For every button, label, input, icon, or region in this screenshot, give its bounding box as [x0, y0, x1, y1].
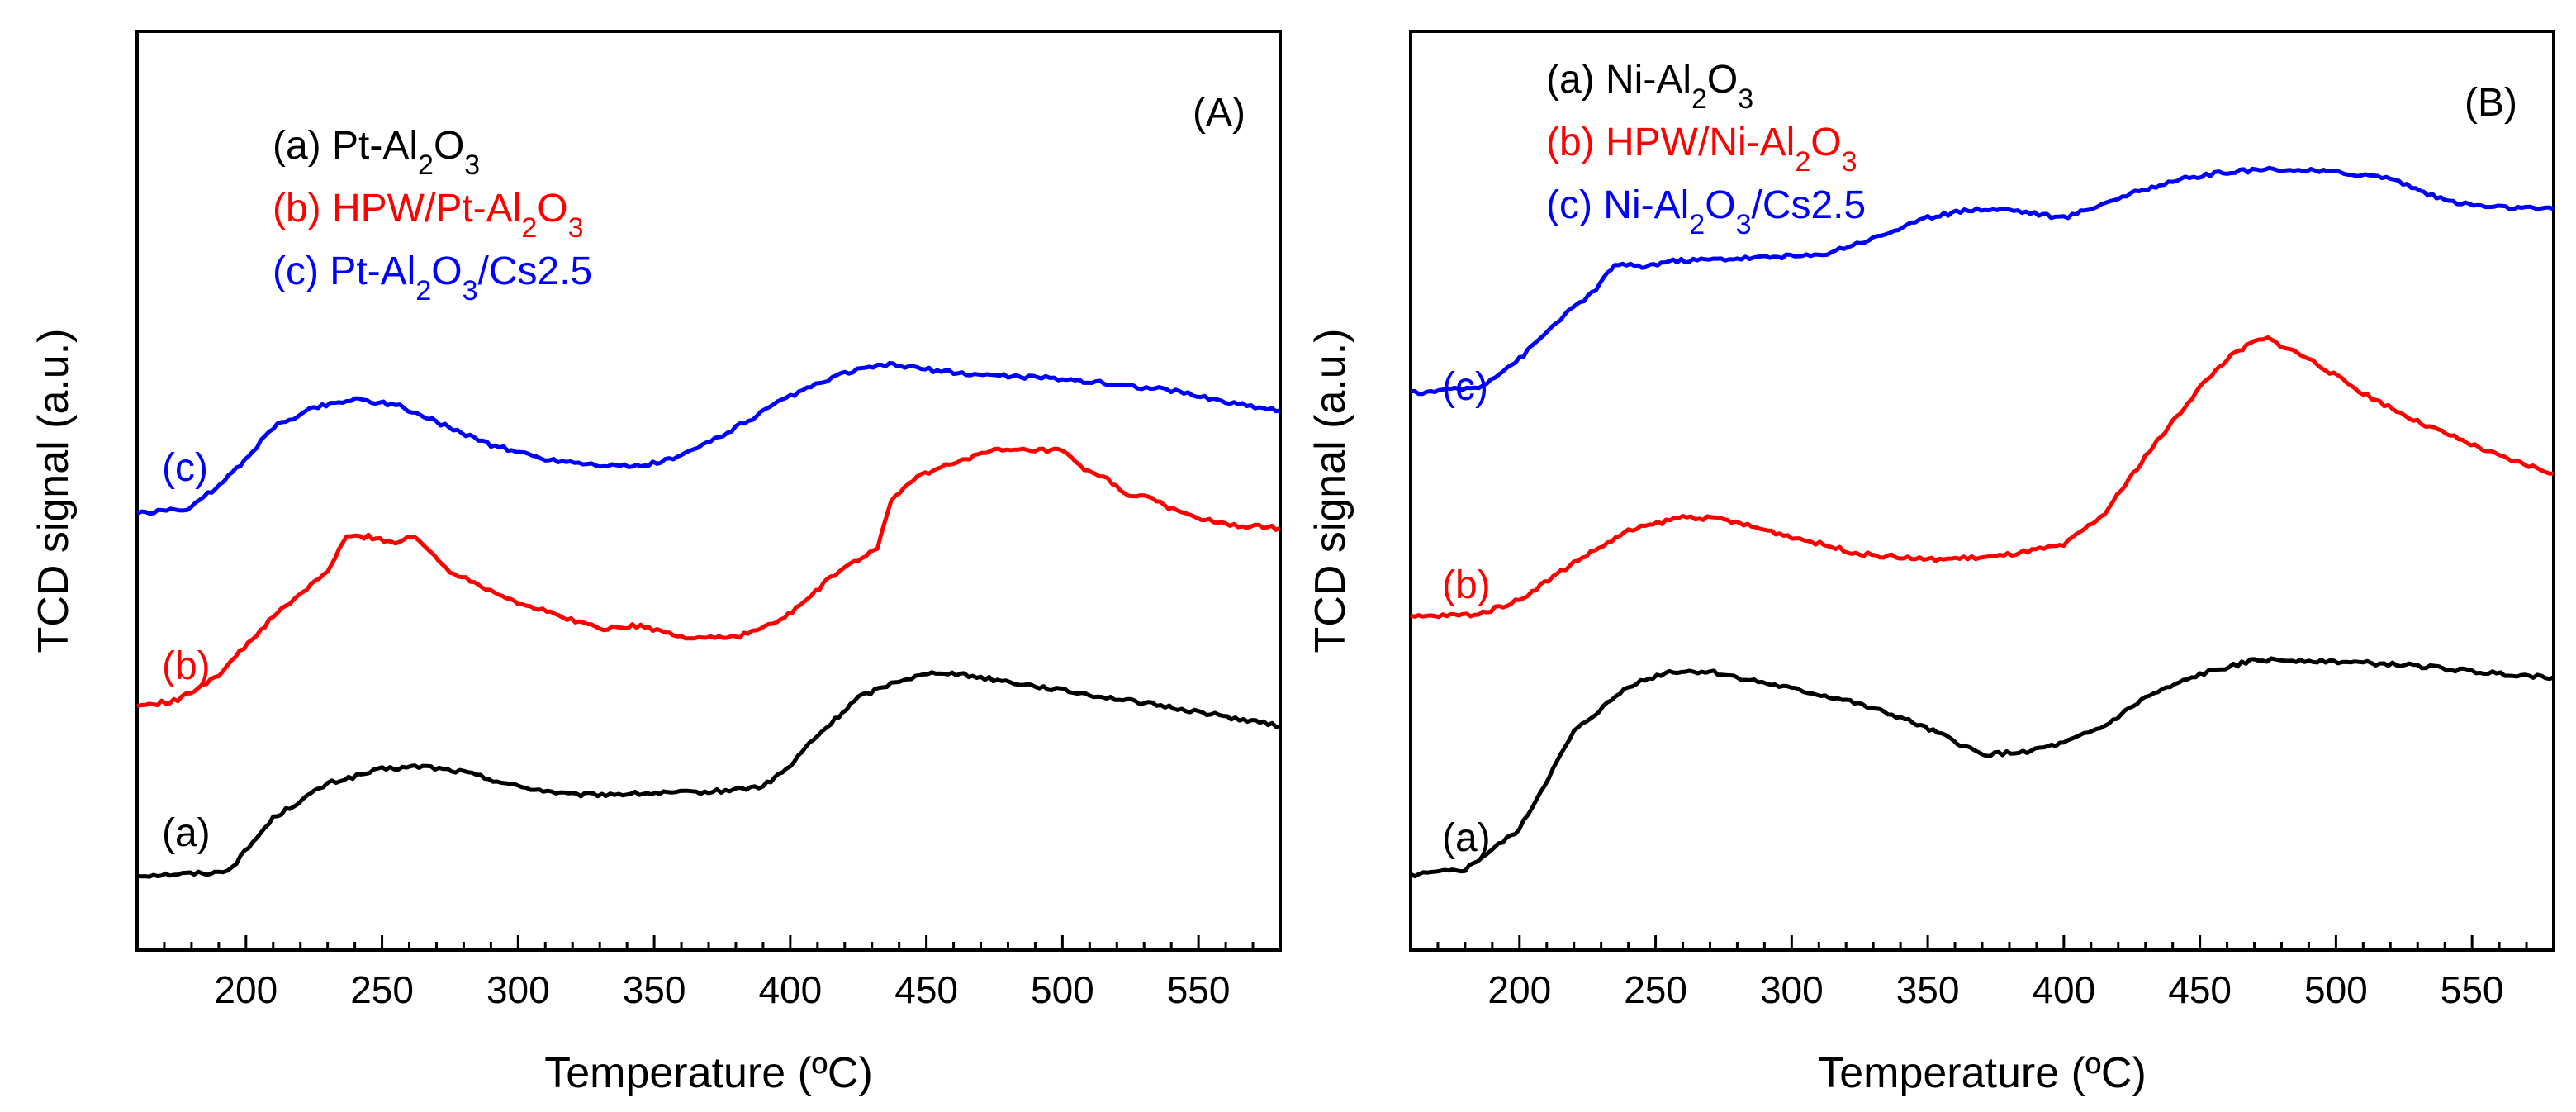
panel-b-x-tick-label-350: 350	[1896, 968, 1960, 1011]
panel-a-x-tick-label-300: 300	[486, 968, 550, 1011]
panel-a-x-tick-label-550: 550	[1167, 968, 1231, 1011]
panel-b-curve-label-c: (c)	[1442, 365, 1488, 409]
panel-b-x-tick-label-450: 450	[2168, 968, 2232, 1011]
panel-b-series-b	[1410, 335, 2555, 620]
panel-b-y-axis-title: TCD signal (a.u.)	[1307, 329, 1354, 653]
panel-b-x-tick-label-300: 300	[1760, 968, 1824, 1011]
panel-b-legend-entry-c: (c) Ni-Al2O3/Cs2.5	[1546, 183, 1866, 240]
panel-a-x-tick-label-350: 350	[623, 968, 686, 1011]
panel-b-x-axis-title: Temperature (ºC)	[1818, 1049, 2147, 1097]
panel-a-legend-entry-b: (b) HPW/Pt-Al2O3	[273, 187, 584, 244]
panel-b-curve-labels: (a) (b) (c)	[1442, 365, 1491, 860]
panel-a-plot-frame	[135, 30, 1282, 952]
panel-b-x-tick-label-550: 550	[2441, 968, 2504, 1011]
panel-a-series-c	[135, 361, 1281, 516]
panel-a: 200 250 300 350 400 450 500 550 Temperature (ºC…	[30, 30, 1282, 1097]
panel-a-curve-label-c: (c)	[162, 446, 208, 490]
panel-b-curve-label-b: (b)	[1442, 563, 1491, 607]
panel-b-tag: (B)	[2465, 81, 2517, 125]
panel-a-x-tick-label-200: 200	[214, 968, 278, 1011]
panel-b-plot-frame	[1409, 30, 2555, 952]
panel-a-curve-label-a: (a)	[162, 811, 211, 855]
panel-b-legend-entry-b: (b) HPW/Ni-Al2O3	[1546, 121, 1857, 178]
panel-a-y-axis-title: TCD signal (a.u.)	[30, 329, 78, 653]
panel-a-legend: (a) Pt-Al2O3 (b) HPW/Pt-Al2O3(c) Pt-Al2O3…	[273, 124, 592, 307]
panel-b-series-c	[1410, 165, 2555, 397]
panel-b: 200 250 300 350 400 450 500 550 Temperature (ºC…	[1307, 30, 2555, 1097]
panel-b-x-ticks: 200 250 300 350 400 450 500 550	[1436, 935, 2555, 1011]
panel-a-x-tick-label-500: 500	[1031, 968, 1094, 1011]
panel-a-legend-entry-c: (c) Pt-Al2O3/Cs2.5	[273, 249, 592, 307]
panel-b-legend: (a) Ni-Al2O3 (b) HPW/Ni-Al2O3(c) Ni-Al2O3…	[1546, 58, 1866, 240]
panel-b-x-tick-label-500: 500	[2304, 968, 2368, 1011]
panel-a-legend-entry-a: (a) Pt-Al2O3	[273, 124, 480, 181]
panel-b-series	[1409, 165, 2555, 879]
panel-a-x-axis-title: Temperature (ºC)	[544, 1049, 873, 1097]
panel-a-x-tick-label-450: 450	[894, 968, 958, 1011]
panel-b-legend-entry-a: (a) Ni-Al2O3	[1546, 58, 1753, 115]
panel-a-tag: (A)	[1193, 91, 1245, 135]
panel-a-series	[135, 361, 1281, 879]
panel-a-x-tick-label-400: 400	[758, 968, 822, 1011]
panel-b-x-tick-label-250: 250	[1624, 968, 1687, 1011]
panel-b-x-tick-label-400: 400	[2032, 968, 2095, 1011]
panel-a-x-tick-label-250: 250	[350, 968, 414, 1011]
panel-a-curve-label-b: (b)	[162, 644, 211, 688]
panel-a-x-ticks: 200 250 300 350 400 450 500 550	[163, 935, 1282, 1011]
panel-b-curve-label-a: (a)	[1442, 816, 1491, 860]
panel-b-series-a	[1409, 656, 2555, 879]
panel-b-x-tick-label-200: 200	[1487, 968, 1551, 1011]
panel-a-series-a	[136, 670, 1281, 879]
panel-a-curve-labels: (a) (b) (c)	[162, 446, 211, 855]
panel-a-series-b	[136, 446, 1281, 709]
